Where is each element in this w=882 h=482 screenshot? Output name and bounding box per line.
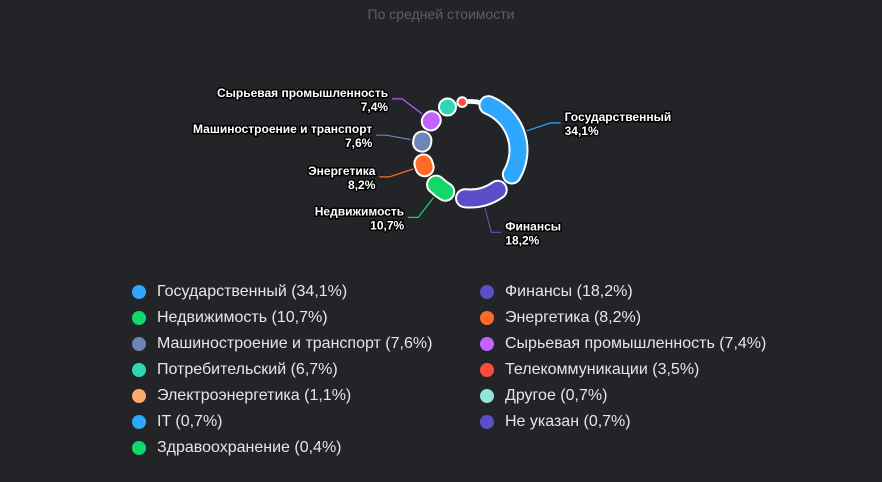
- legend-label: Недвижимость (10,7%): [157, 309, 328, 326]
- legend-item[interactable]: Электроэнергетика (1,1%): [132, 386, 351, 406]
- legend-dot-icon: [480, 363, 494, 377]
- legend-label: Сырьевая промышленность (7,4%): [505, 335, 767, 352]
- legend-dot-icon: [132, 415, 146, 429]
- legend-label: Телекоммуникации (3,5%): [505, 361, 700, 378]
- legend-label: Здравоохранение (0,4%): [157, 439, 342, 456]
- legend-dot-icon: [132, 285, 146, 299]
- label-connectors: [376, 98, 561, 233]
- pie-slice[interactable]: [422, 112, 440, 130]
- legend-label: Другое (0,7%): [505, 387, 608, 404]
- slice-label-value: 8,2%: [348, 178, 376, 192]
- donut-slices: [412, 95, 529, 209]
- label-connector: [526, 122, 561, 132]
- legend-item[interactable]: Машиностроение и транспорт (7,6%): [132, 334, 432, 354]
- slice-label-name: Недвижимость: [315, 204, 404, 218]
- pie-slice[interactable]: [457, 181, 506, 207]
- legend-label: Финансы (18,2%): [505, 283, 633, 300]
- legend-item[interactable]: Телекоммуникации (3,5%): [480, 360, 699, 380]
- legend-item[interactable]: Финансы (18,2%): [480, 282, 633, 302]
- pie-slice[interactable]: [428, 176, 454, 200]
- slice-label-value: 7,6%: [345, 136, 373, 150]
- slice-label-value: 7,4%: [361, 100, 389, 114]
- legend-dot-icon: [132, 441, 146, 455]
- label-connector: [376, 134, 412, 141]
- legend-label: Машиностроение и транспорт (7,6%): [157, 335, 433, 352]
- label-connector: [484, 207, 502, 233]
- legend-dot-icon: [132, 389, 146, 403]
- legend-label: Не указан (0,7%): [505, 413, 631, 430]
- label-connector: [408, 197, 434, 218]
- slice-label-name: Государственный: [565, 110, 672, 124]
- pie-slice[interactable]: [415, 155, 433, 176]
- legend-dot-icon: [132, 337, 146, 351]
- slice-label-name: Машиностроение и транспорт: [193, 122, 372, 136]
- legend-item[interactable]: Государственный (34,1%): [132, 282, 347, 302]
- legend-item[interactable]: Сырьевая промышленность (7,4%): [480, 334, 766, 354]
- slice-label-name: Энергетика: [308, 164, 376, 178]
- legend-label: Государственный (34,1%): [157, 283, 348, 300]
- label-connector: [392, 98, 423, 115]
- pie-slice[interactable]: [438, 97, 457, 117]
- legend-dot-icon: [132, 311, 146, 325]
- pie-slice[interactable]: [456, 96, 469, 108]
- legend-label: Потребительский (6,7%): [157, 361, 338, 378]
- legend-label: Электроэнергетика (1,1%): [157, 387, 352, 404]
- legend-item[interactable]: Потребительский (6,7%): [132, 360, 338, 380]
- legend-item[interactable]: Другое (0,7%): [480, 386, 607, 406]
- slice-label-value: 34,1%: [565, 124, 599, 138]
- legend-item[interactable]: IT (0,7%): [132, 412, 223, 432]
- slice-label-value: 18,2%: [505, 233, 539, 247]
- legend-dot-icon: [480, 337, 494, 351]
- legend-item[interactable]: Здравоохранение (0,4%): [132, 438, 342, 458]
- label-connector: [379, 168, 414, 178]
- legend-item[interactable]: Энергетика (8,2%): [480, 308, 641, 328]
- legend-dot-icon: [480, 415, 494, 429]
- legend-label: IT (0,7%): [157, 413, 223, 430]
- legend-item[interactable]: Не указан (0,7%): [480, 412, 631, 432]
- legend-item[interactable]: Недвижимость (10,7%): [132, 308, 328, 328]
- slice-label-value: 10,7%: [370, 218, 404, 232]
- legend-dot-icon: [132, 363, 146, 377]
- chart-title: По средней стоимости: [367, 6, 515, 22]
- slice-label-name: Сырьевая промышленность: [217, 86, 388, 100]
- pie-slice[interactable]: [480, 97, 527, 183]
- slice-label-name: Финансы: [505, 219, 561, 233]
- legend-dot-icon: [480, 285, 494, 299]
- legend-dot-icon: [480, 311, 494, 325]
- legend-label: Энергетика (8,2%): [505, 309, 642, 326]
- legend-dot-icon: [480, 389, 494, 403]
- pie-slice[interactable]: [475, 99, 481, 105]
